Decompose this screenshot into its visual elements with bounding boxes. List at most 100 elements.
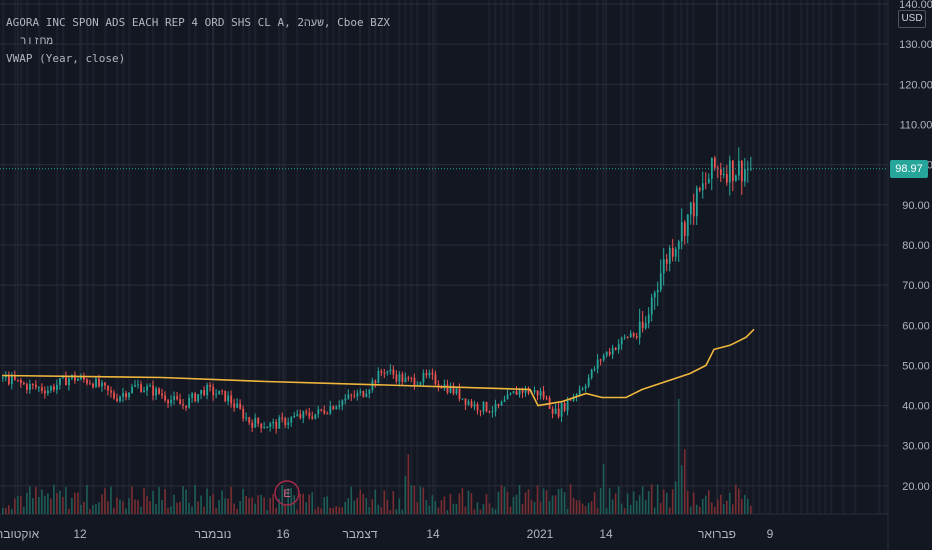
candle-body	[158, 388, 161, 394]
session-stripe	[320, 0, 323, 514]
volume-bar	[146, 496, 148, 514]
volume-bar	[326, 496, 329, 514]
volume-bar	[356, 497, 359, 514]
volume-bar	[728, 492, 731, 514]
volume-bar	[29, 486, 31, 514]
volume-bar	[497, 491, 500, 514]
candle-body	[95, 378, 97, 388]
candle-body	[200, 389, 203, 395]
candle-body	[65, 376, 67, 386]
session-stripe	[842, 0, 845, 514]
candle-body	[497, 403, 500, 406]
volume-bar	[680, 465, 683, 514]
candle-body	[560, 403, 563, 417]
volume-bar	[230, 486, 232, 514]
volume-bar	[455, 503, 458, 514]
candle-body	[605, 351, 608, 356]
candle-body	[152, 385, 155, 396]
candle-body	[563, 403, 566, 411]
candle-body	[335, 406, 338, 410]
candle-body	[707, 178, 710, 184]
session-stripe	[788, 0, 791, 514]
volume-bar	[140, 506, 142, 514]
candle-body	[206, 384, 209, 396]
volume-bar	[350, 486, 353, 514]
volume-bar	[401, 509, 404, 514]
candle-body	[656, 289, 659, 293]
volume-bar	[440, 500, 443, 514]
volume-bar	[422, 487, 425, 514]
candle-body	[296, 414, 299, 416]
candle-body	[680, 222, 683, 242]
chart-legend: AGORA INC SPON ADS EACH REP 4 ORD SHS CL…	[6, 14, 390, 68]
candle-body	[566, 399, 569, 411]
candle-body	[203, 389, 206, 396]
session-stripe	[830, 0, 833, 514]
candle-body	[182, 404, 185, 406]
candle-body	[533, 390, 536, 392]
candle-body	[284, 418, 287, 425]
volume-bar	[743, 494, 746, 514]
candle-body	[38, 387, 40, 389]
x-tick-label: דצמבר	[342, 527, 377, 541]
volume-bar	[410, 484, 413, 514]
candle-body	[167, 400, 170, 404]
candle-body	[458, 388, 461, 400]
volume-bar	[476, 502, 479, 514]
volume-bar	[725, 500, 728, 514]
candle-body	[293, 415, 296, 418]
session-stripe	[170, 0, 173, 514]
volume-bar	[284, 505, 286, 514]
candle-body	[128, 392, 130, 398]
volume-bar	[125, 508, 127, 514]
candle-body	[542, 391, 545, 399]
session-stripe	[740, 0, 743, 514]
candle-body	[122, 393, 124, 397]
volume-bar	[479, 509, 482, 514]
candle-body	[632, 333, 635, 337]
candle-body	[326, 413, 329, 415]
volume-bar	[377, 504, 380, 514]
session-stripe	[230, 0, 233, 514]
candle-body	[725, 174, 728, 183]
candle-body	[623, 336, 626, 338]
candle-body	[380, 370, 383, 373]
volume-bar	[710, 502, 713, 514]
volume-bar	[452, 503, 455, 514]
volume-bar	[107, 501, 109, 514]
volume-bar	[614, 493, 617, 514]
volume-bar	[110, 486, 112, 514]
candle-body	[92, 383, 94, 388]
candle-body	[503, 399, 506, 402]
volume-bar	[464, 506, 467, 514]
session-stripe	[680, 0, 683, 514]
candle-body	[173, 396, 176, 400]
volume-bar	[368, 507, 371, 514]
volume-bar	[404, 476, 407, 514]
session-stripe	[782, 0, 785, 514]
candle-body	[275, 421, 278, 429]
currency-button[interactable]: USD	[898, 10, 926, 28]
candle-body	[587, 377, 590, 387]
candle-body	[278, 417, 281, 429]
volume-bar	[482, 504, 485, 514]
earnings-marker-icon	[274, 480, 300, 506]
candle-body	[308, 412, 311, 417]
x-tick-label: 9	[767, 527, 774, 541]
session-stripe	[14, 0, 17, 514]
session-stripe	[884, 0, 887, 514]
volume-bar	[383, 490, 386, 514]
session-stripe	[326, 0, 329, 514]
session-stripe	[146, 0, 149, 514]
candle-body	[17, 379, 19, 381]
candle-body	[185, 405, 188, 408]
volume-bar	[20, 496, 22, 514]
volume-bar	[200, 495, 202, 514]
volume-bar	[536, 485, 539, 514]
candle-body	[491, 411, 494, 413]
volume-bar	[32, 498, 34, 514]
volume-bar	[74, 492, 76, 514]
candle-body	[608, 351, 611, 355]
